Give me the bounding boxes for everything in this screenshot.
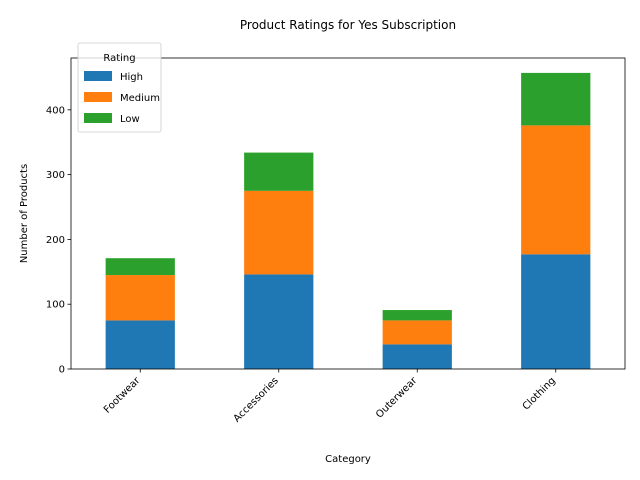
legend: Rating High Medium Low [77,42,162,133]
y-tick-label: 0 [59,365,65,376]
bar-low-footwear [105,258,175,276]
y-tick-label: 100 [46,300,65,311]
bar-high-accessories [244,274,314,369]
y-tick-label: 200 [46,235,65,246]
y-axis-ticks: 0 100 200 300 400 [46,105,71,376]
bar-medium-accessories [244,190,314,275]
legend-title: Rating [103,53,135,64]
bar-medium-outerwear [382,320,452,345]
legend-swatch-low [84,113,112,123]
chart-title: Product Ratings for Yes Subscription [240,18,456,32]
bars-group [105,72,591,369]
legend-label-medium: Medium [120,93,160,104]
legend-label-high: High [120,72,143,83]
bar-low-clothing [521,72,591,126]
bar-high-outerwear [382,344,452,369]
x-axis-label: Category [325,454,371,465]
bar-medium-footwear [105,275,175,321]
bar-low-outerwear [382,310,452,321]
legend-label-low: Low [120,114,140,125]
y-tick-label: 300 [46,170,65,181]
legend-swatch-high [84,71,112,81]
plot-frame [70,57,626,370]
bar-high-footwear [105,320,175,369]
y-axis-label: Number of Products [19,164,30,263]
legend-frame [77,42,162,133]
legend-swatch-medium [84,92,112,102]
bar-high-clothing [521,254,591,369]
bar-low-accessories [244,152,314,191]
bar-medium-clothing [521,125,591,255]
y-tick-label: 400 [46,105,65,116]
